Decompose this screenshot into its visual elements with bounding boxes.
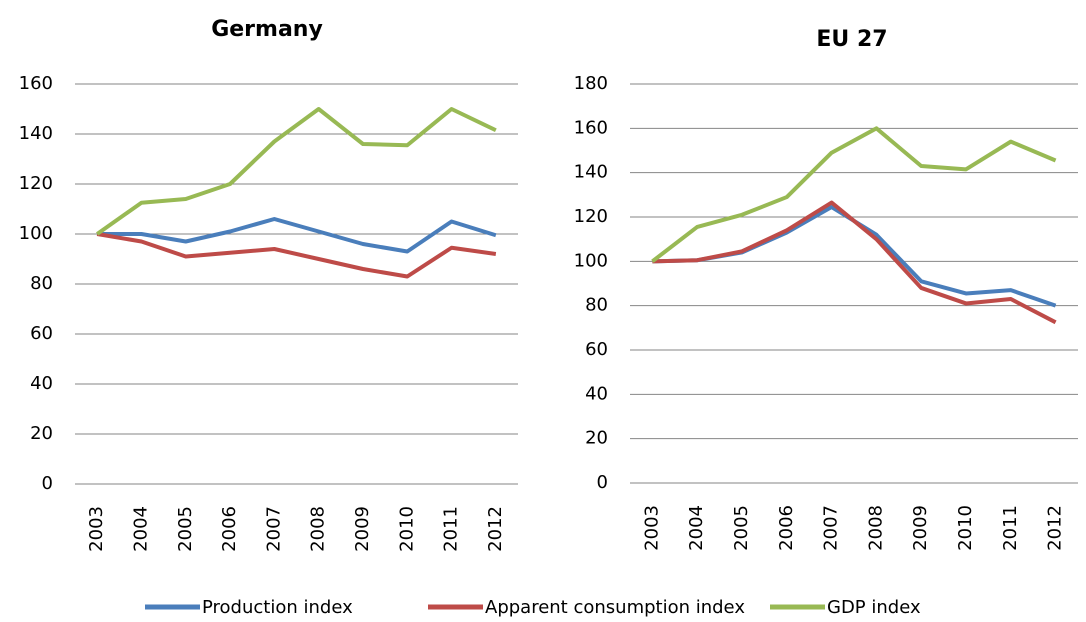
y-tick-label: 0: [597, 472, 608, 493]
x-tick-label: 2010: [955, 505, 976, 551]
series-line: [652, 200, 1057, 325]
chart-title: Germany: [211, 17, 323, 42]
x-tick-label: 2012: [485, 506, 506, 552]
series-line: [96, 232, 497, 279]
y-tick-label: 80: [30, 273, 53, 294]
y-tick-label: 100: [574, 250, 608, 271]
x-tick-label: 2003: [86, 506, 107, 552]
y-tick-label: 20: [585, 428, 608, 449]
x-tick-label: 2007: [263, 506, 284, 552]
y-tick-label: 60: [585, 339, 608, 360]
chart-title: EU 27: [816, 27, 887, 52]
x-tick-label: 2008: [865, 505, 886, 551]
y-tick-label: 60: [30, 323, 53, 344]
x-tick-label: 2011: [441, 506, 462, 552]
x-tick-label: 2009: [352, 506, 373, 552]
x-tick-label: 2008: [308, 506, 329, 552]
legend-label: Production index: [202, 597, 353, 618]
y-tick-label: 40: [585, 383, 608, 404]
legend-label: GDP index: [827, 597, 921, 618]
y-tick-label: 120: [19, 173, 53, 194]
y-tick-label: 40: [30, 373, 53, 394]
y-tick-label: 80: [585, 295, 608, 316]
y-tick-label: 160: [574, 117, 608, 138]
x-tick-label: 2003: [641, 505, 662, 551]
series-line: [97, 217, 497, 254]
x-tick-label: 2004: [130, 506, 151, 552]
x-tick-label: 2009: [910, 505, 931, 551]
x-tick-label: 2004: [686, 505, 707, 551]
x-tick-label: 2005: [731, 505, 752, 551]
y-tick-label: 0: [42, 473, 53, 494]
x-tick-label: 2011: [1000, 505, 1021, 551]
x-tick-label: 2005: [175, 506, 196, 552]
x-tick-label: 2006: [219, 506, 240, 552]
series-line: [95, 107, 497, 236]
y-tick-label: 120: [574, 206, 608, 227]
y-tick-label: 20: [30, 423, 53, 444]
legend-label: Apparent consumption index: [485, 597, 745, 618]
y-tick-label: 100: [19, 223, 53, 244]
x-tick-label: 2010: [396, 506, 417, 552]
y-tick-label: 180: [574, 73, 608, 94]
series-line: [651, 126, 1057, 263]
x-tick-label: 2012: [1045, 505, 1066, 551]
y-tick-label: 160: [19, 73, 53, 94]
y-tick-label: 140: [574, 162, 608, 183]
x-tick-label: 2006: [776, 505, 797, 551]
x-tick-label: 2007: [821, 505, 842, 551]
y-tick-label: 140: [19, 123, 53, 144]
